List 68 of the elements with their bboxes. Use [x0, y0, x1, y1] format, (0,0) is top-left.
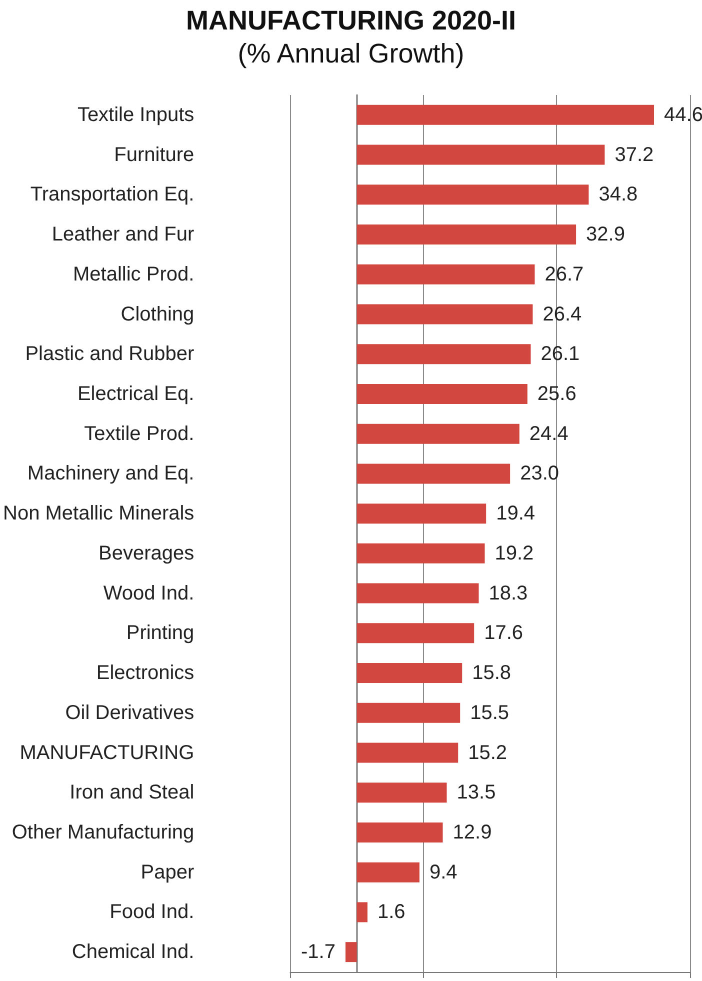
bar: [356, 822, 443, 842]
data-label: 12.9: [452, 821, 492, 844]
data-label: 24.4: [529, 422, 568, 445]
y-tick-label: Beverages: [98, 542, 194, 564]
bar: [356, 782, 447, 803]
data-label: 26.4: [542, 303, 582, 326]
y-tick-label: Chemical Ind.: [72, 941, 194, 964]
y-tick-label: Plastic and Rubber: [25, 343, 195, 366]
data-label: 34.8: [598, 184, 638, 206]
bar: [356, 264, 535, 284]
data-label: 15.2: [468, 742, 508, 764]
chart-subtitle: (% Annual Growth): [238, 38, 464, 68]
y-tick-label: Furniture: [114, 144, 194, 166]
y-tick-label: Metallic Prod.: [73, 263, 194, 286]
data-label: 1.6: [377, 901, 406, 924]
data-label: 25.6: [537, 382, 576, 405]
y-tick-label: Food Ind.: [110, 901, 194, 924]
y-tick-label: Textile Inputs: [77, 104, 194, 126]
bar: [356, 464, 510, 484]
chart-title: MANUFACTURING 2020-II: [186, 6, 516, 36]
bar: [356, 344, 531, 364]
y-tick-label: Textile Prod.: [84, 422, 194, 445]
y-tick-label: Non Metallic Minerals: [3, 502, 194, 525]
y-tick-label: Transportation Eq.: [30, 184, 194, 206]
y-tick-label: Electronics: [96, 662, 194, 684]
data-label: 26.1: [540, 343, 580, 366]
y-tick-label: Leather and Fur: [52, 224, 194, 246]
bar: [356, 144, 605, 165]
y-tick-label: Printing: [126, 622, 194, 644]
y-tick-label: Paper: [140, 861, 195, 884]
bar: [356, 543, 485, 564]
y-tick-label: Wood Ind.: [103, 582, 194, 604]
bar: [356, 104, 654, 125]
bar: [356, 583, 479, 604]
data-label: 26.7: [544, 263, 584, 286]
data-label: -1.7: [301, 941, 336, 964]
data-label: 13.5: [456, 782, 496, 804]
bar: [356, 702, 460, 723]
bar: [356, 862, 420, 882]
bar: [356, 184, 589, 205]
data-label: 37.2: [614, 144, 654, 166]
bar: [356, 384, 528, 404]
y-tick-label: MANUFACTURING: [20, 742, 194, 764]
bar: [356, 663, 462, 684]
y-tick-label: Electrical Eq.: [77, 382, 194, 405]
y-tick-label: Oil Derivatives: [65, 702, 194, 724]
y-tick-label: Other Manufacturing: [12, 821, 194, 844]
y-tick-label: Clothing: [120, 303, 194, 326]
bar: [356, 742, 458, 763]
y-tick-label: Iron and Steal: [70, 782, 194, 804]
bar: [356, 902, 368, 922]
bar: [356, 224, 576, 245]
data-label: 9.4: [429, 861, 458, 884]
bar: [345, 942, 357, 962]
data-label: 18.3: [488, 582, 528, 604]
bar: [356, 304, 533, 324]
data-label: 19.4: [496, 502, 536, 525]
data-label: 19.2: [494, 542, 534, 564]
bar: [356, 623, 474, 644]
data-label: 15.8: [472, 662, 512, 684]
data-label: 15.5: [470, 702, 510, 724]
data-label: 32.9: [586, 224, 625, 246]
bar: [356, 504, 486, 524]
y-tick-label: Machinery and Eq.: [27, 462, 194, 485]
data-label: 23.0: [520, 462, 560, 485]
bar: [356, 424, 520, 444]
data-label: 44.6: [664, 104, 702, 126]
data-label: 17.6: [484, 622, 524, 644]
